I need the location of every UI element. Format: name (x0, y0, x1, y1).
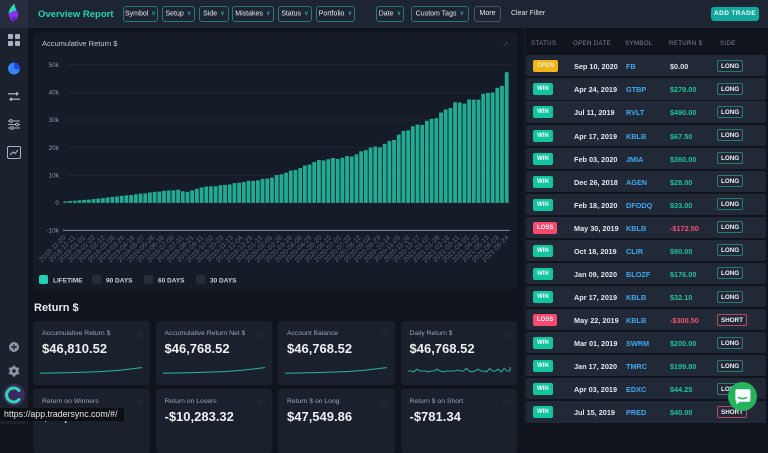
svg-text:0: 0 (55, 200, 59, 207)
svg-text:40k: 40k (49, 90, 60, 97)
svg-text:-10k: -10k (46, 228, 59, 235)
svg-text:20k: 20k (49, 145, 60, 152)
svg-text:30k: 30k (49, 117, 60, 124)
svg-text:10k: 10k (49, 172, 60, 179)
svg-text:50k: 50k (49, 62, 60, 69)
